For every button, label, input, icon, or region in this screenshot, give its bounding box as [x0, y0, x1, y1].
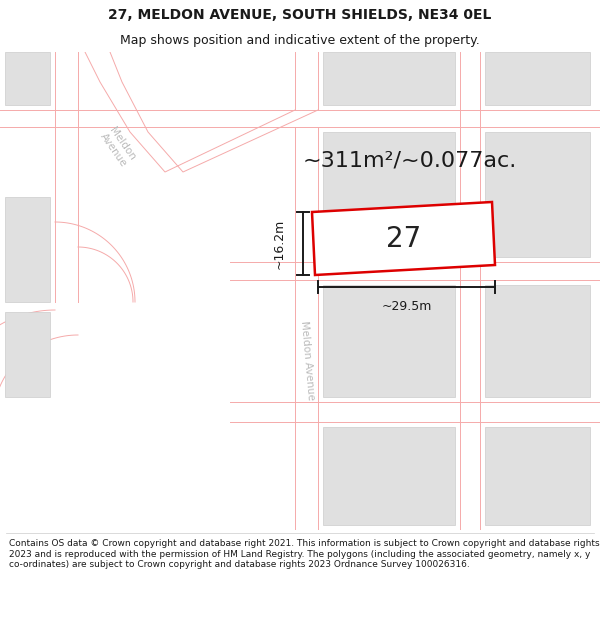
Text: Meldon
Avenue: Meldon Avenue: [98, 125, 138, 169]
Bar: [323, 285, 455, 397]
Text: ~16.2m: ~16.2m: [272, 218, 286, 269]
Bar: [485, 52, 590, 105]
Polygon shape: [312, 202, 495, 275]
Polygon shape: [230, 262, 600, 280]
Polygon shape: [295, 262, 318, 530]
Polygon shape: [295, 127, 318, 262]
Text: ~311m²/~0.077ac.: ~311m²/~0.077ac.: [303, 150, 517, 170]
Polygon shape: [0, 310, 78, 420]
Bar: [323, 427, 455, 525]
Text: ~29.5m: ~29.5m: [382, 301, 431, 314]
Bar: [485, 427, 590, 525]
Bar: [485, 285, 590, 397]
Polygon shape: [55, 222, 135, 302]
Polygon shape: [55, 52, 78, 112]
Bar: [5, 312, 50, 397]
Bar: [5, 52, 50, 105]
Text: Map shows position and indicative extent of the property.: Map shows position and indicative extent…: [120, 34, 480, 47]
Polygon shape: [295, 52, 318, 110]
Text: Contains OS data © Crown copyright and database right 2021. This information is : Contains OS data © Crown copyright and d…: [9, 539, 599, 569]
Polygon shape: [85, 52, 318, 172]
Polygon shape: [230, 402, 600, 422]
Text: 27, MELDON AVENUE, SOUTH SHIELDS, NE34 0EL: 27, MELDON AVENUE, SOUTH SHIELDS, NE34 0…: [109, 8, 491, 21]
Bar: [5, 197, 50, 302]
Text: Meldon Avenue: Meldon Avenue: [299, 320, 316, 400]
Text: 27: 27: [386, 224, 421, 253]
Bar: [485, 132, 590, 257]
Polygon shape: [0, 110, 600, 127]
Polygon shape: [55, 112, 78, 302]
Polygon shape: [460, 52, 480, 530]
Bar: [323, 52, 455, 105]
Bar: [323, 132, 455, 257]
